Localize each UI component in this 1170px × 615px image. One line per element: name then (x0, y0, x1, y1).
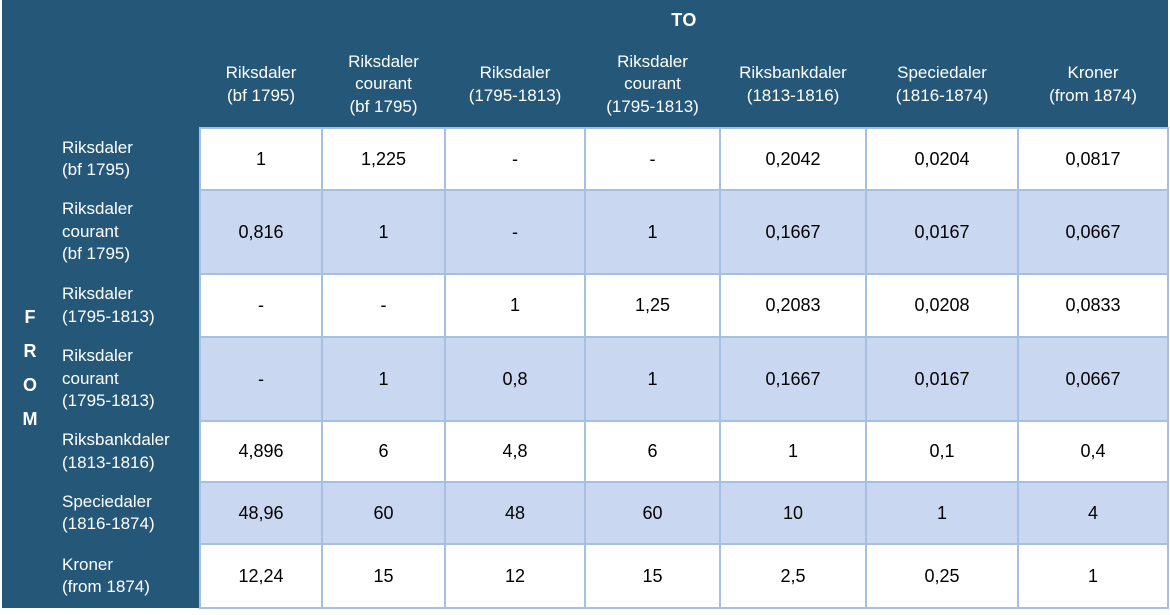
table-cell: 2,5 (719, 543, 867, 609)
table-cell: 1 (321, 336, 446, 422)
table-cell: 0,2042 (719, 127, 867, 191)
table-cell: 4 (1016, 481, 1170, 545)
table-cell: - (199, 336, 323, 422)
column-header: Riksbankdaler (1813-1816) (720, 42, 866, 128)
table-cell: 0,0817 (1016, 127, 1170, 191)
table-cell: 0,2083 (719, 273, 867, 338)
table-cell: 1 (1016, 543, 1170, 609)
table-cell: 0,8 (444, 336, 586, 422)
corner-cell (2, 0, 200, 42)
table-cell: 1,225 (321, 127, 446, 191)
from-axis-label: FROM (22, 307, 38, 429)
table-cell: 15 (321, 543, 446, 609)
row-header: Riksdaler courant (bf 1795) (2, 190, 200, 274)
table-cell: - (199, 273, 323, 338)
table-cell: 12 (444, 543, 586, 609)
table-cell: 0,0208 (865, 273, 1019, 338)
column-header: Riksdaler courant (1795-1813) (585, 42, 720, 128)
table-row: Riksdaler (1795-1813) - - 1 1,25 0,2083 … (2, 273, 1170, 338)
table-row: Speciedaler (1816-1874) 48,96 60 48 60 1… (2, 481, 1170, 545)
row-header: Riksdaler courant (1795-1813) (2, 337, 200, 421)
table-cell: 0,25 (865, 543, 1019, 609)
table-cell: 4,896 (199, 420, 323, 483)
table-cell: 0,0833 (1016, 273, 1170, 338)
table-cell: 1,25 (584, 273, 721, 338)
table-cell: 6 (321, 420, 446, 483)
table-cell: 48 (444, 481, 586, 545)
row-header: Riksdaler (bf 1795) (2, 128, 200, 190)
table-cell: 1 (719, 420, 867, 483)
column-header: Riksdaler courant (bf 1795) (322, 42, 445, 128)
table-cell: - (444, 189, 586, 275)
table-cell: 4,8 (444, 420, 586, 483)
table-row: Riksdaler (bf 1795) 1 1,225 - - 0,2042 0… (2, 127, 1170, 191)
corner-cell (2, 42, 200, 128)
column-header: Riksdaler (bf 1795) (200, 42, 322, 128)
table-cell: 0,1667 (719, 336, 867, 422)
row-header: Riksbankdaler (1813-1816) (2, 421, 200, 482)
table-row: Riksdaler courant (bf 1795) 0,816 1 - 1 … (2, 189, 1170, 275)
table-cell: 60 (321, 481, 446, 545)
table-cell: 1 (865, 481, 1019, 545)
table-cell: 60 (584, 481, 721, 545)
table-cell: 1 (444, 273, 586, 338)
table-cell: 0,0667 (1016, 189, 1170, 275)
table-row: Riksdaler courant (1795-1813) - 1 0,8 1 … (2, 336, 1170, 422)
table-cell: 1 (199, 127, 323, 191)
table-cell: - (444, 127, 586, 191)
table-cell: 6 (584, 420, 721, 483)
column-header: Riksdaler (1795-1813) (445, 42, 585, 128)
table-row: Kroner (from 1874) 12,24 15 12 15 2,5 0,… (2, 543, 1170, 609)
column-header: Speciedaler (1816-1874) (866, 42, 1018, 128)
table-cell: 0,0204 (865, 127, 1019, 191)
table-cell: 0,0167 (865, 336, 1019, 422)
table-cell: 15 (584, 543, 721, 609)
to-axis-label: TO (200, 0, 1169, 42)
table-cell: 1 (321, 189, 446, 275)
table-cell: 0,0667 (1016, 336, 1170, 422)
table-cell: 0,1667 (719, 189, 867, 275)
table-cell: 0,0167 (865, 189, 1019, 275)
table-cell: 48,96 (199, 481, 323, 545)
table-cell: 0,1 (865, 420, 1019, 483)
table-cell: - (321, 273, 446, 338)
table-cell: 0,4 (1016, 420, 1170, 483)
table-cell: 10 (719, 481, 867, 545)
row-header: Kroner (from 1874) (2, 544, 200, 608)
table-cell: 1 (584, 189, 721, 275)
row-header: Riksdaler (1795-1813) (2, 274, 200, 337)
table-cell: - (584, 127, 721, 191)
table-row: Riksbankdaler (1813-1816) 4,896 6 4,8 6 … (2, 420, 1170, 483)
table-cell: 1 (584, 336, 721, 422)
column-header: Kroner (from 1874) (1018, 42, 1169, 128)
table-cell: 12,24 (199, 543, 323, 609)
row-header: Speciedaler (1816-1874) (2, 482, 200, 544)
table-cell: 0,816 (199, 189, 323, 275)
